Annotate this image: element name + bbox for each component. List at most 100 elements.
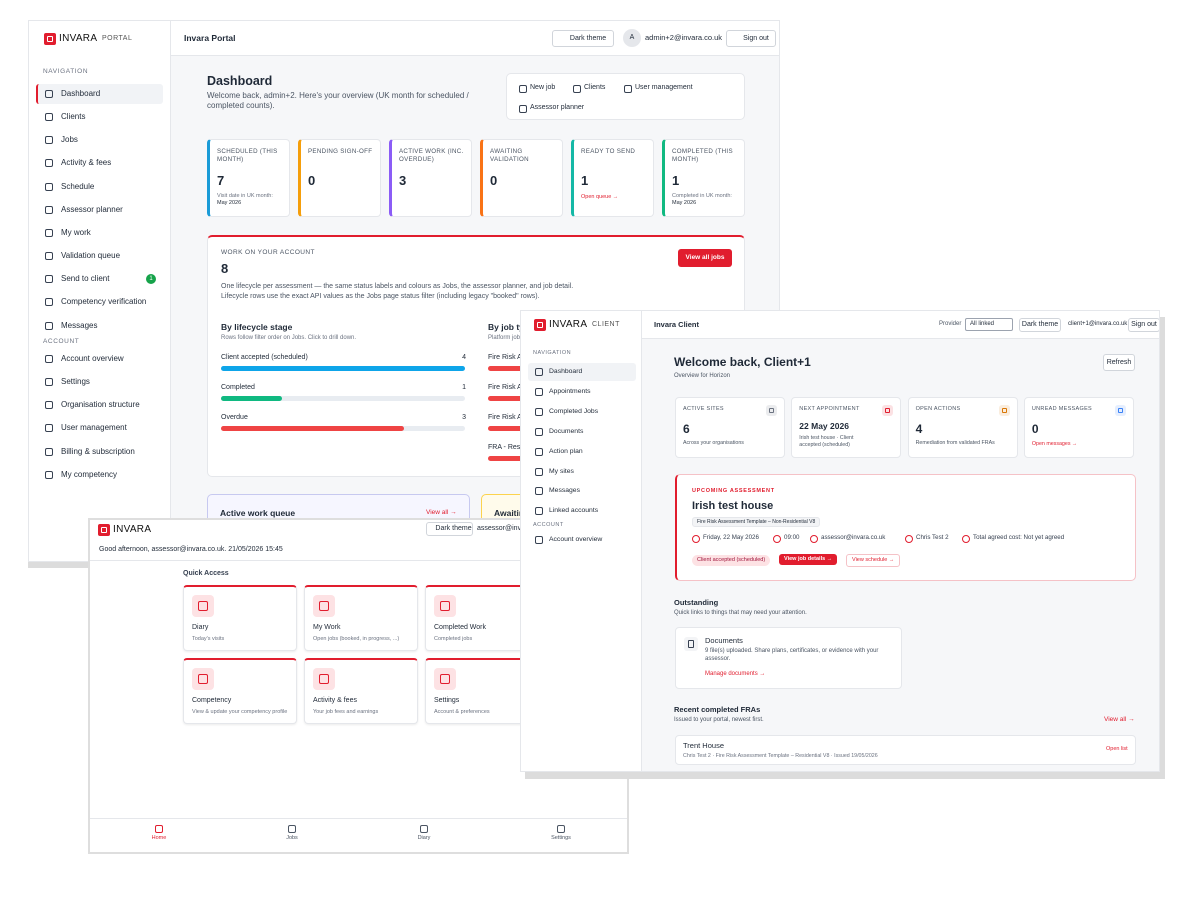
nav-item[interactable]: Dashboard [549,368,583,375]
card-value: 6 [683,422,690,436]
card-link[interactable]: Open messages → [1031,441,1078,447]
theme-button[interactable]: Dark theme [552,30,614,47]
bottom-nav-item[interactable]: Jobs [286,835,298,841]
nav-item[interactable]: Linked accounts [549,507,599,515]
icon [45,322,53,330]
stat-note: Visit date in UK month: [217,193,273,199]
bottom-nav-item[interactable]: Settings [551,835,571,841]
view-all-button[interactable]: View all jobs [678,249,732,267]
section-subtitle: Rows follow filter order on Jobs. Click … [221,335,357,341]
item-link[interactable]: Open list [1106,746,1128,752]
nav-item[interactable]: Messages [61,321,98,330]
row-label[interactable]: FRA - Resi [488,444,522,451]
icon [440,601,450,611]
quick-action[interactable]: User management [635,84,693,91]
nav-item[interactable]: Documents [549,427,584,435]
nav-item[interactable]: Activity & fees [61,158,112,167]
section-title: Outstanding [674,598,719,607]
template-pill: Fire Risk Assessment Template – Non-Resi… [692,517,821,528]
tile[interactable]: Competency View & update your competency … [183,658,297,724]
stat-note: May 2026 [672,200,697,206]
refresh-button[interactable]: Refresh [1103,354,1135,371]
stat-value: 1 [672,173,680,188]
brand: INVARA [113,524,152,535]
nav-item[interactable]: Action plan [549,447,583,455]
card-icon [882,405,894,416]
meta-date: Friday, 22 May 2026 [703,534,759,541]
icon [45,229,53,237]
nav-item[interactable]: My work [61,228,91,237]
theme-button[interactable]: Dark theme [1019,318,1061,332]
sign-out-button[interactable]: Sign out [726,30,776,47]
nav-item[interactable]: Assessor planner [61,205,123,214]
stat-link[interactable]: Open queue → [581,194,619,200]
row-label[interactable]: Fire Risk A [488,414,522,421]
avatar: A [623,29,641,47]
nav-item[interactable]: Validation queue [61,251,121,260]
nav-item[interactable]: Account overview [61,354,124,363]
quick-action[interactable]: Clients [584,84,606,91]
bar-fill [221,426,404,431]
icon [45,355,53,363]
stat-card: PENDING SIGN-OFF 0 [298,139,381,217]
card-value: 0 [1031,422,1039,436]
recent-item[interactable]: Trent House Chris Test 2 · Fire Risk Asse… [675,735,1136,765]
queue-link[interactable]: View all → [426,509,457,516]
nav-item[interactable]: Completed Jobs [549,407,599,415]
nav-item[interactable]: Schedule [61,182,95,191]
bar-fill [221,366,465,371]
view-all-link[interactable]: View all → [1104,716,1135,723]
job-details-button[interactable]: View job details → [779,554,838,565]
schedule-button[interactable]: View schedule → [846,554,901,567]
nav-badge: 1 [146,274,156,284]
nav-item[interactable]: Jobs [61,135,78,144]
row-label[interactable]: Client accepted (scheduled) [221,354,308,361]
tile-title: Competency [192,697,232,704]
nav-item[interactable]: Account overview [549,536,603,543]
icon [45,378,53,386]
icon [535,407,543,416]
nav-item[interactable]: Competency verification [61,297,147,306]
row-label[interactable]: Fire Risk A [488,384,522,391]
nav-item[interactable]: Clients [61,112,86,121]
greeting: Good afternoon, assessor@invara.co.uk. 2… [99,546,283,553]
doc-icon [684,637,698,651]
row-label[interactable]: Fire Risk A [488,354,522,361]
doc-link[interactable]: Manage documents → [705,671,766,677]
nav-active [528,363,636,381]
quick-action[interactable]: New job [530,84,556,91]
tile[interactable]: Diary Today's visits [183,585,297,651]
bottom-nav-item[interactable]: Home [151,835,167,841]
tile[interactable]: My Work Open jobs (booked, in progress, .… [304,585,418,651]
nav-item[interactable]: User management [61,423,127,432]
nav-item[interactable]: Dashboard [61,89,101,98]
tile-icon [192,595,214,617]
provider-label: Provider [939,321,962,327]
nav-item[interactable]: Send to client [61,274,110,283]
bottom-nav-item[interactable]: Diary [417,835,431,841]
provider-select[interactable]: All linked [965,318,1013,331]
nav-item[interactable]: Appointments [549,387,591,395]
icon [535,427,543,436]
row-label[interactable]: Overdue [221,414,248,421]
nav-item[interactable]: Billing & subscription [61,447,135,456]
page-title: Welcome back, Client+1 [674,355,811,369]
nav-item[interactable]: My competency [61,470,118,479]
meta-email: assessor@invara.co.uk [821,534,886,541]
nav-item[interactable]: Settings [61,377,90,386]
queue-title: Active work queue [220,508,296,518]
theme-button[interactable]: Dark theme [426,522,473,536]
tile[interactable]: Activity & fees Your job fees and earning… [304,658,418,724]
nav-item[interactable]: Organisation structure [61,400,140,409]
nav-item[interactable]: Messages [549,487,580,495]
icon [885,408,891,413]
icon [535,467,543,476]
tile-title: Diary [192,624,209,631]
meta-cost: Total agreed cost: Not yet agreed [973,534,1065,541]
sign-out-button[interactable]: Sign out [1128,318,1159,332]
stat-label: COMPLETED (THIS MONTH) [672,148,733,163]
row-label[interactable]: Completed [221,384,255,391]
nav-item[interactable]: My sites [549,467,574,475]
icon [45,113,53,121]
quick-action[interactable]: Assessor planner [530,104,585,111]
